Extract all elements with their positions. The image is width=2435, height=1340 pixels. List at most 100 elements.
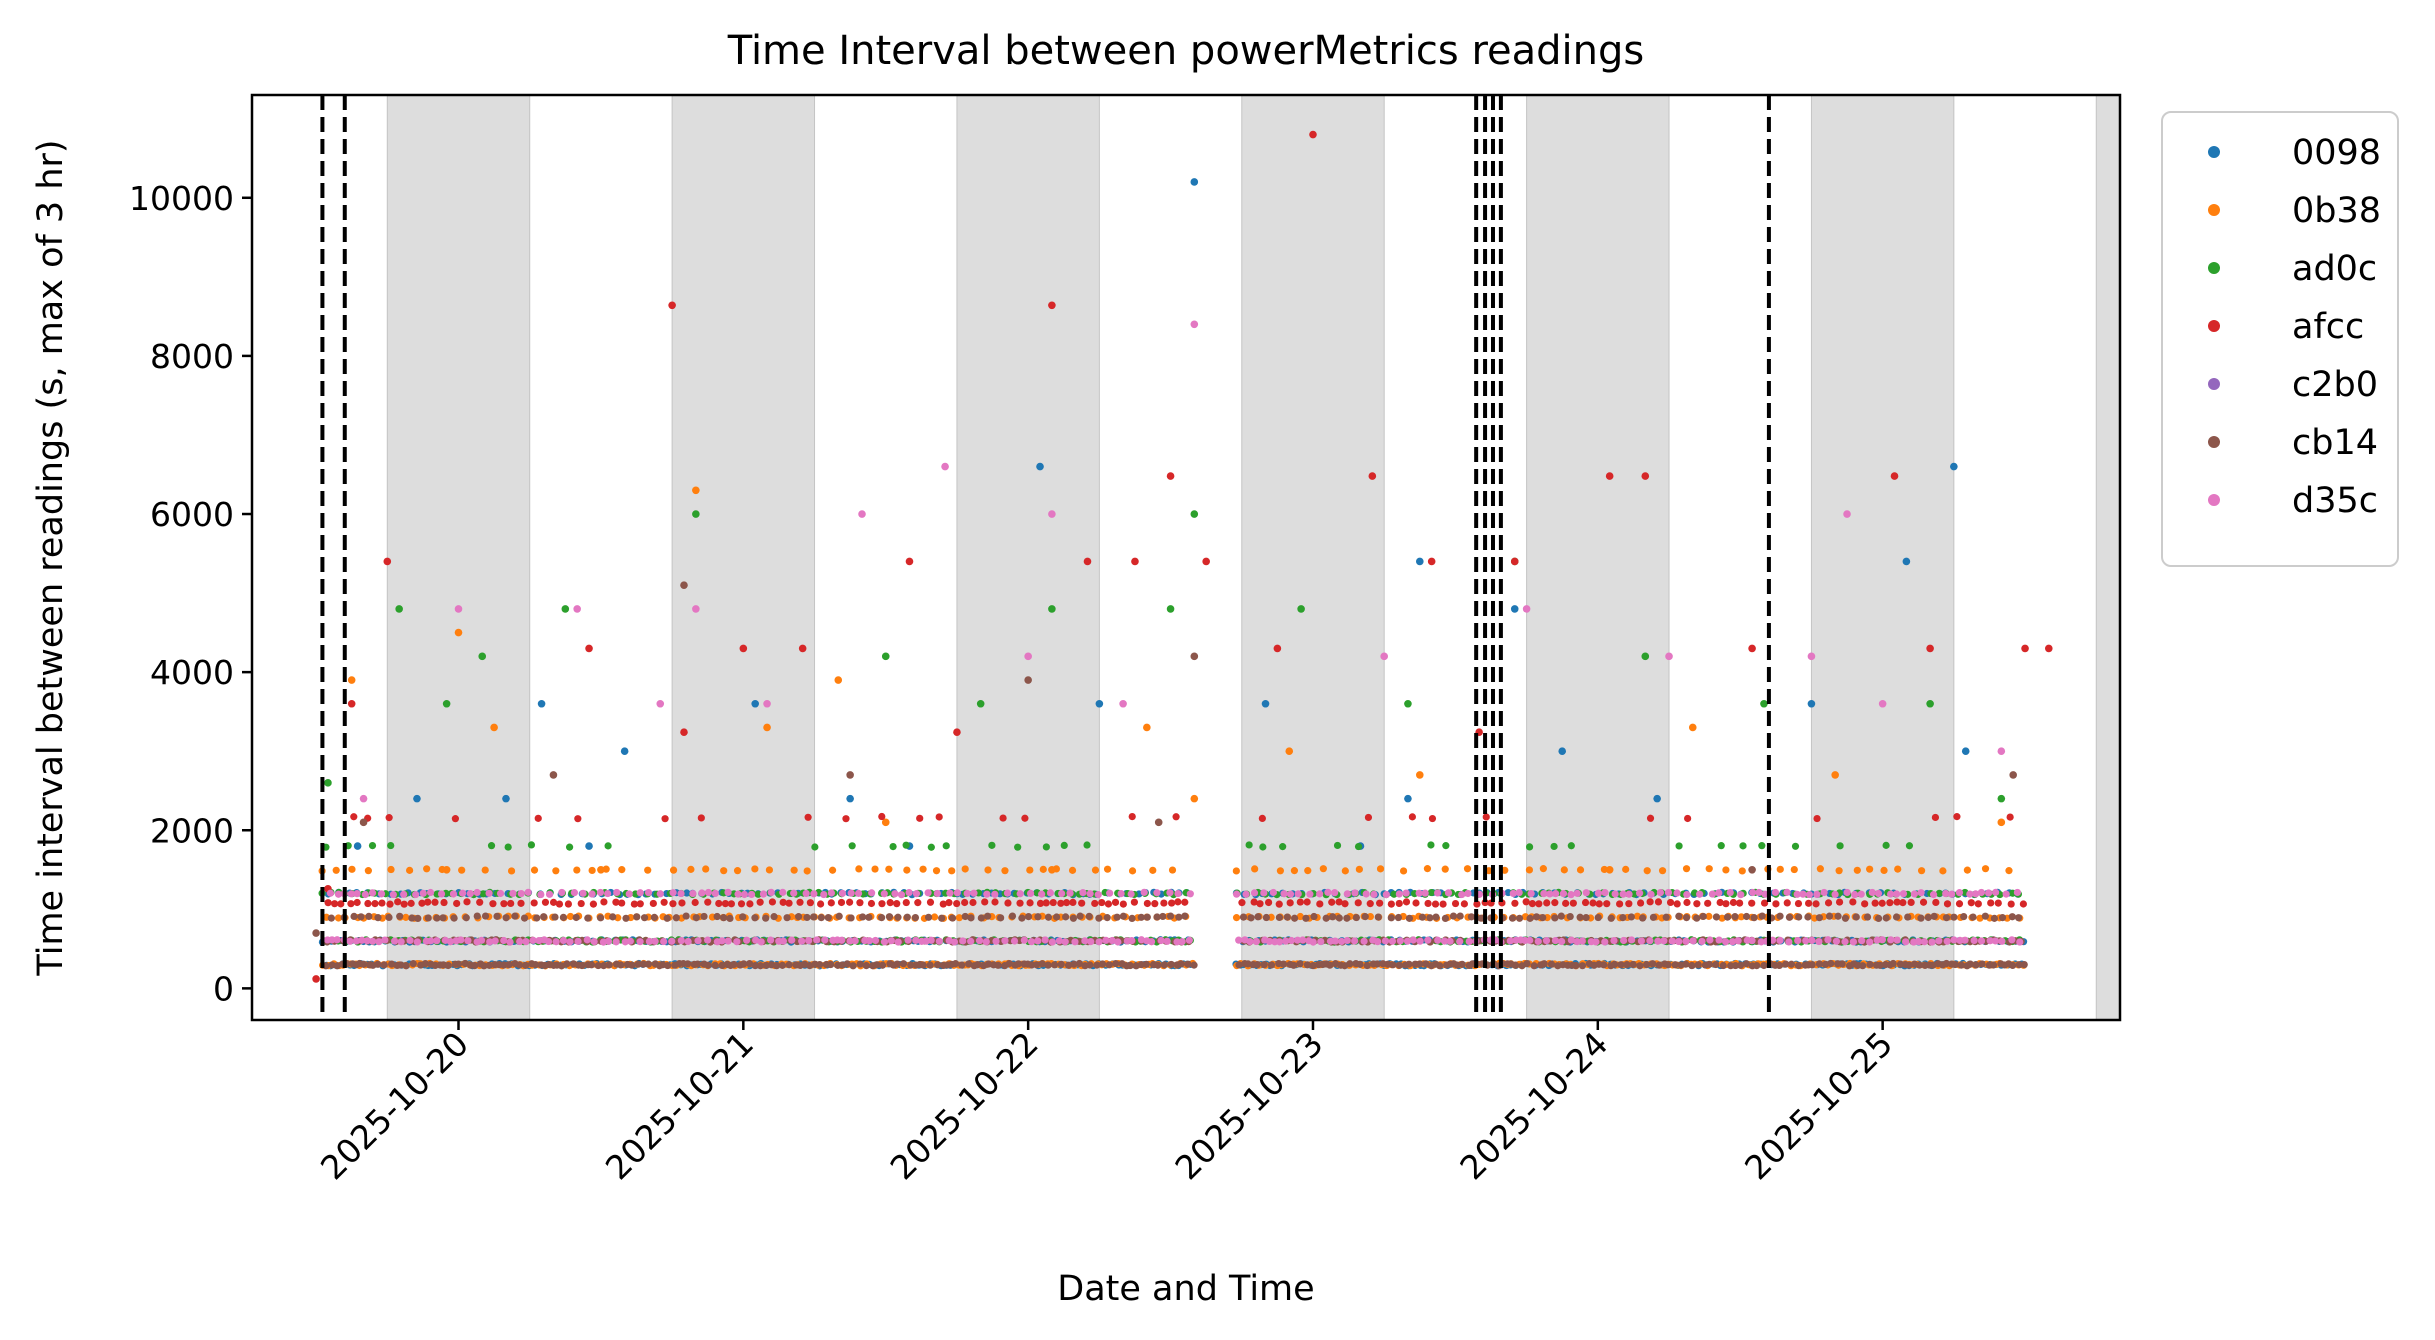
- data-point: [1793, 890, 1801, 898]
- data-point: [751, 865, 759, 873]
- data-point: [1832, 937, 1841, 945]
- data-point: [385, 814, 393, 822]
- data-point: [999, 814, 1007, 822]
- data-point: [636, 938, 644, 946]
- data-point: [1399, 867, 1408, 875]
- data-point: [1620, 936, 1628, 945]
- data-point: [364, 899, 372, 908]
- data-point: [1250, 898, 1258, 906]
- data-point: [440, 898, 448, 907]
- data-point: [1050, 961, 1059, 969]
- data-point: [1408, 813, 1416, 821]
- data-point: [948, 914, 957, 922]
- data-point: [1154, 961, 1162, 969]
- data-point: [953, 899, 961, 908]
- data-point: [959, 937, 967, 945]
- data-point: [1083, 841, 1091, 849]
- data-point: [854, 889, 863, 897]
- data-point: [332, 866, 340, 874]
- data-point: [458, 866, 466, 874]
- y-axis-ticks: 0 2000 4000 6000 8000 10000: [129, 179, 252, 1008]
- data-point: [756, 962, 765, 970]
- data-point: [1977, 937, 1986, 945]
- night-shade-3: [1241, 94, 1385, 1021]
- data-point: [1062, 899, 1071, 907]
- data-point: [1790, 865, 1798, 874]
- data-point: [677, 889, 685, 898]
- data-point: [1026, 899, 1034, 907]
- data-point: [1967, 899, 1975, 907]
- data-point: [454, 605, 463, 613]
- data-point: [855, 865, 863, 873]
- data-point: [1808, 961, 1816, 969]
- data-point: [1558, 937, 1566, 946]
- data-point: [1245, 841, 1253, 849]
- data-point: [1026, 866, 1034, 874]
- data-point: [1595, 900, 1603, 908]
- data-point: [1929, 891, 1938, 899]
- data-point: [873, 961, 881, 969]
- data-point: [885, 865, 893, 873]
- data-point: [1582, 913, 1590, 922]
- data-point: [424, 914, 432, 922]
- data-point: [871, 865, 879, 873]
- chart-title: Time Interval between powerMetrics readi…: [727, 28, 1645, 74]
- data-point: [1374, 913, 1382, 921]
- data-point: [1539, 914, 1547, 922]
- data-point: [350, 813, 358, 821]
- data-point: [739, 913, 747, 921]
- data-point: [1086, 890, 1094, 898]
- y-tick-label: 4000: [150, 653, 234, 692]
- data-point: [1617, 961, 1625, 969]
- data-point: [566, 938, 574, 946]
- data-point: [1018, 914, 1026, 922]
- data-point: [1071, 938, 1079, 946]
- data-point: [1731, 913, 1739, 921]
- data-point: [1625, 900, 1633, 908]
- data-point: [1001, 937, 1009, 945]
- data-point: [660, 937, 668, 946]
- data-point: [1723, 913, 1732, 921]
- data-point: [1482, 813, 1490, 821]
- data-point: [1939, 867, 1947, 875]
- data-point: [1716, 898, 1724, 907]
- data-point: [1390, 890, 1398, 898]
- data-point: [502, 794, 510, 803]
- data-point: [570, 889, 579, 897]
- data-point: [682, 912, 690, 920]
- data-point: [1705, 960, 1713, 968]
- data-point: [517, 889, 525, 898]
- data-point: [620, 747, 629, 755]
- data-point: [1058, 889, 1066, 898]
- data-point: [457, 936, 465, 944]
- data-point: [408, 914, 416, 922]
- data-point: [1955, 889, 1964, 897]
- data-point: [1886, 899, 1894, 907]
- data-point: [1395, 899, 1403, 908]
- data-point: [702, 865, 710, 873]
- data-point: [767, 888, 775, 896]
- data-point: [1456, 912, 1464, 920]
- data-point: [1805, 899, 1813, 907]
- data-point: [1758, 842, 1766, 850]
- data-point: [1736, 961, 1745, 969]
- data-point: [1878, 936, 1887, 944]
- data-point: [1409, 936, 1417, 944]
- data-point: [1275, 913, 1283, 922]
- data-point: [1235, 936, 1243, 944]
- legend: 0098 0b38 ad0c afcc c2b0 cb14 d35c: [2161, 111, 2399, 567]
- data-point: [596, 914, 605, 922]
- data-point: [1279, 960, 1288, 968]
- data-point: [545, 890, 554, 898]
- night-shade-1: [671, 94, 816, 1021]
- data-point: [1641, 472, 1650, 480]
- data-point: [1892, 913, 1901, 921]
- data-point: [1841, 938, 1849, 946]
- data-point: [1061, 938, 1069, 946]
- data-point: [1048, 865, 1056, 874]
- data-point: [1794, 899, 1803, 908]
- data-point: [491, 937, 499, 945]
- data-point: [1851, 890, 1859, 899]
- data-point: [1388, 937, 1397, 945]
- data-point: [711, 889, 719, 897]
